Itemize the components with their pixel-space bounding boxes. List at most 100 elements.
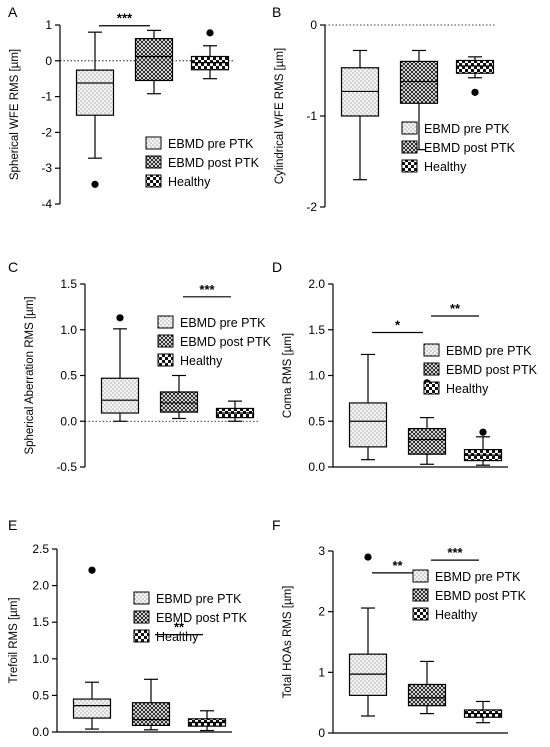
iqr-box [100,377,140,414]
legend-label: EBMD pre PTK [180,316,266,330]
box-ebmd-post-ptk [159,374,199,420]
legend-label: EBMD pre PTK [435,570,521,584]
legend: EBMD pre PTK EBMD post PTK Healthy [145,136,260,189]
legend-swatch [133,591,150,605]
legend-swatch [133,610,150,624]
legend-label: Healthy [424,160,467,174]
legend-swatch [423,362,440,376]
legend: EBMD pre PTK EBMD post PTK Healthy [423,343,538,396]
significance-label: * [395,317,401,332]
y-axis-label: Spherical Aberration RMS [µm] [24,296,36,454]
y-tick-label: 0 [310,18,317,32]
iqr-box [407,683,447,707]
box-ebmd-pre-ptk [100,314,140,422]
y-tick-label: -2 [306,200,317,214]
legend-label: Healthy [435,608,478,622]
box-ebmd-pre-ptk [75,31,115,188]
legend-swatch [423,343,440,357]
legend-label: EBMD post PTK [156,611,248,625]
iqr-box [131,702,171,727]
significance-label: ** [450,301,461,316]
outlier-point [116,314,124,322]
y-tick-label: -4 [41,197,52,211]
y-tick-label: 1.0 [308,369,325,383]
legend-swatch [145,136,162,150]
iqr-box [348,653,388,696]
y-axis-label: Cylindrical WFE RMS [µm] [274,48,286,184]
legend-swatch [401,159,418,173]
box-ebmd-pre-ptk [340,49,380,181]
legend-label: EBMD post PTK [180,335,272,349]
legend: EBMD pre PTK EBMD post PTK Healthy [133,591,248,644]
y-tick-label: 0.0 [32,725,49,739]
y-tick-label: -1 [306,109,317,123]
significance-label: *** [117,11,133,26]
outlier-point [364,553,372,561]
y-axis-label: Total HOAs RMS [µm] [282,586,294,699]
legend-swatch [133,629,150,643]
legend-label: Healthy [168,175,211,189]
legend-swatch [157,353,174,367]
y-tick-label: 2 [318,605,325,619]
panel-letter: E [8,517,17,533]
box-healthy [463,428,503,466]
legend-swatch [401,140,418,154]
legend-swatch [412,607,429,621]
y-axis-label: Trefoil RMS [µm] [8,597,20,683]
legend: EBMD pre PTK EBMD post PTK Healthy [157,315,272,368]
iqr-box [455,59,495,74]
significance-label: *** [447,545,463,560]
legend-label: EBMD pre PTK [168,137,254,151]
legend-label: Healthy [180,354,223,368]
legend-label: EBMD post PTK [435,589,527,603]
iqr-box [75,69,115,116]
y-tick-label: 0.5 [308,414,325,428]
chart-panel-a: A -4 -3 -2 -1 0 1 Spherical WFE RMS [µm] *** EBMD… [8,4,260,211]
legend-label: EBMD pre PTK [424,122,510,136]
box-healthy [463,700,503,724]
y-tick-label: 0 [318,726,325,740]
outlier-point [91,180,99,188]
chart-panel-b: B -2 -1 0 Cylindrical WFE RMS [µm] EBMD pre P… [272,4,516,214]
legend: EBMD pre PTK EBMD post PTK Healthy [412,569,527,622]
iqr-box [72,698,112,719]
y-tick-label: 0 [45,54,52,68]
iqr-box [399,60,439,104]
y-tick-label: -0.5 [56,460,77,474]
y-tick-label: 1 [45,18,52,32]
box-ebmd-post-ptk [131,678,171,731]
significance-label: ** [174,620,185,635]
box-ebmd-post-ptk [399,49,439,151]
box-ebmd-pre-ptk [348,553,388,717]
legend-label: Healthy [156,630,199,644]
outlier-point [88,566,96,574]
box-healthy [455,56,495,96]
y-tick-label: 1.5 [60,277,77,291]
legend: EBMD pre PTK EBMD post PTK Healthy [401,121,516,174]
panel-letter: F [272,517,281,533]
legend-swatch [412,569,429,583]
legend-swatch [157,334,174,348]
legend-label: EBMD pre PTK [446,344,532,358]
y-tick-label: 0.0 [60,414,77,428]
panel-letter: A [8,4,18,20]
box-ebmd-post-ptk [407,379,447,465]
outlier-point [471,88,479,96]
legend-swatch [145,155,162,169]
legend-label: EBMD post PTK [424,141,516,155]
box-healthy [215,400,255,422]
box-healthy [190,29,230,80]
y-tick-label: -3 [41,161,52,175]
y-tick-label: 0.5 [32,688,49,702]
box-ebmd-post-ptk [134,29,174,95]
y-tick-label: 1.5 [32,615,49,629]
y-tick-label: -2 [41,125,52,139]
box-ebmd-pre-ptk [72,566,112,730]
box-ebmd-post-ptk [407,660,447,715]
legend-label: Healthy [446,382,489,396]
